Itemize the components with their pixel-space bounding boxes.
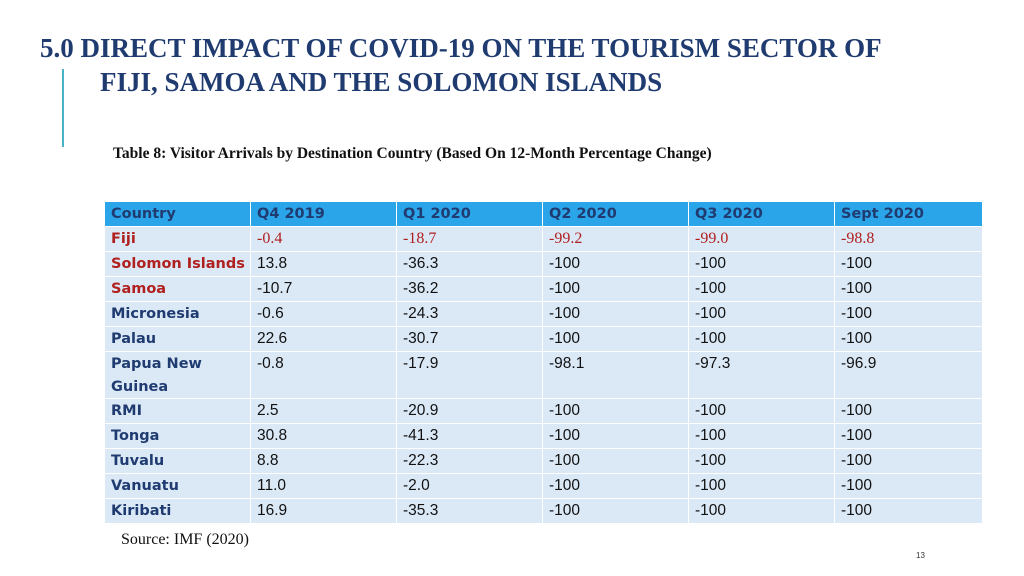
value-cell: -100 [688, 398, 835, 424]
value-cell: -99.2 [542, 226, 689, 252]
header-country: Country [104, 201, 251, 227]
value-cell: -36.2 [396, 276, 543, 302]
source-note: Source: IMF (2020) [121, 531, 249, 548]
value-cell: -100 [542, 276, 689, 302]
value-cell: 16.9 [250, 498, 397, 524]
value-cell: -100 [834, 251, 983, 277]
value-cell: -18.7 [396, 226, 543, 252]
value-cell: -100 [688, 498, 835, 524]
table-row: Tuvalu 8.8 -22.3 -100 -100 -100 [104, 448, 983, 474]
value-cell: 22.6 [250, 326, 397, 352]
value-cell: -35.3 [396, 498, 543, 524]
page-number: 13 [916, 551, 925, 560]
value-cell: -10.7 [250, 276, 397, 302]
country-cell: Solomon Islands [104, 251, 251, 277]
value-cell: -96.9 [834, 351, 983, 399]
slide-title-line-2: FIJI, SAMOA AND THE SOLOMON ISLANDS [100, 67, 663, 97]
value-cell: -100 [542, 473, 689, 499]
value-cell: -99.0 [688, 226, 835, 252]
value-cell: -100 [688, 326, 835, 352]
value-cell: -100 [834, 423, 983, 449]
value-cell: -100 [688, 448, 835, 474]
table-row: Kiribati 16.9 -35.3 -100 -100 -100 [104, 498, 983, 524]
value-cell: -100 [688, 301, 835, 327]
value-cell: -100 [688, 423, 835, 449]
value-cell: -100 [834, 473, 983, 499]
value-cell: -100 [542, 398, 689, 424]
value-cell: -100 [834, 498, 983, 524]
value-cell: -100 [688, 251, 835, 277]
value-cell: -22.3 [396, 448, 543, 474]
header-sept-2020: Sept 2020 [834, 201, 983, 227]
value-cell: 2.5 [250, 398, 397, 424]
country-cell: Papua New Guinea [104, 351, 251, 399]
country-cell: Tonga [104, 423, 251, 449]
value-cell: -0.8 [250, 351, 397, 399]
country-cell: RMI [104, 398, 251, 424]
value-cell: -100 [542, 498, 689, 524]
value-cell: -100 [834, 301, 983, 327]
value-cell: 30.8 [250, 423, 397, 449]
value-cell: -100 [542, 326, 689, 352]
country-cell: Samoa [104, 276, 251, 302]
value-cell: -36.3 [396, 251, 543, 277]
slide-title-line-1: 5.0 DIRECT IMPACT OF COVID-19 ON THE TOU… [40, 33, 882, 63]
value-cell: -20.9 [396, 398, 543, 424]
value-cell: -100 [834, 326, 983, 352]
value-cell: -17.9 [396, 351, 543, 399]
value-cell: -98.8 [834, 226, 983, 252]
table-caption: Table 8: Visitor Arrivals by Destination… [113, 145, 712, 162]
value-cell: 11.0 [250, 473, 397, 499]
header-q2-2020: Q2 2020 [542, 201, 689, 227]
table-row: Micronesia -0.6 -24.3 -100 -100 -100 [104, 301, 983, 327]
table-row: Fiji -0.4 -18.7 -99.2 -99.0 -98.8 [104, 226, 983, 252]
table-row: RMI 2.5 -20.9 -100 -100 -100 [104, 398, 983, 424]
value-cell: -30.7 [396, 326, 543, 352]
country-cell: Kiribati [104, 498, 251, 524]
table-row: Vanuatu 11.0 -2.0 -100 -100 -100 [104, 473, 983, 499]
table-row: Palau 22.6 -30.7 -100 -100 -100 [104, 326, 983, 352]
value-cell: -100 [834, 276, 983, 302]
value-cell: -100 [834, 448, 983, 474]
value-cell: -100 [542, 448, 689, 474]
value-cell: -98.1 [542, 351, 689, 399]
table-header-row: Country Q4 2019 Q1 2020 Q2 2020 Q3 2020 … [104, 201, 983, 227]
value-cell: -0.6 [250, 301, 397, 327]
value-cell: -100 [542, 251, 689, 277]
value-cell: -100 [688, 473, 835, 499]
header-q4-2019: Q4 2019 [250, 201, 397, 227]
value-cell: -100 [542, 301, 689, 327]
country-cell: Fiji [104, 226, 251, 252]
value-cell: -41.3 [396, 423, 543, 449]
country-cell: Micronesia [104, 301, 251, 327]
header-q1-2020: Q1 2020 [396, 201, 543, 227]
value-cell: 8.8 [250, 448, 397, 474]
table-row: Samoa -10.7 -36.2 -100 -100 -100 [104, 276, 983, 302]
value-cell: -100 [542, 423, 689, 449]
value-cell: 13.8 [250, 251, 397, 277]
value-cell: -97.3 [688, 351, 835, 399]
country-cell: Palau [104, 326, 251, 352]
value-cell: -2.0 [396, 473, 543, 499]
value-cell: -24.3 [396, 301, 543, 327]
country-cell: Tuvalu [104, 448, 251, 474]
header-q3-2020: Q3 2020 [688, 201, 835, 227]
accent-bar [62, 69, 64, 147]
table-row: Solomon Islands 13.8 -36.3 -100 -100 -10… [104, 251, 983, 277]
visitor-arrivals-table: Country Q4 2019 Q1 2020 Q2 2020 Q3 2020 … [104, 201, 983, 524]
table-row: Tonga 30.8 -41.3 -100 -100 -100 [104, 423, 983, 449]
country-cell: Vanuatu [104, 473, 251, 499]
value-cell: -0.4 [250, 226, 397, 252]
table-row: Papua New Guinea -0.8 -17.9 -98.1 -97.3 … [104, 351, 983, 399]
value-cell: -100 [688, 276, 835, 302]
value-cell: -100 [834, 398, 983, 424]
